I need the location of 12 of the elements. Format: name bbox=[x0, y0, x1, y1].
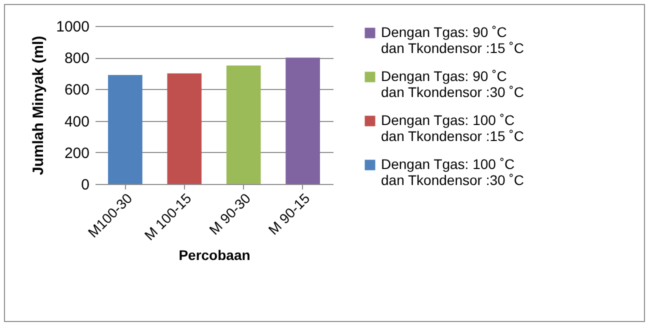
y-axis-title: Jumlah Minyak (ml) bbox=[30, 36, 48, 176]
legend-label: Dengan Tgas: 90 ˚C dan Tkondensor :15 ˚C bbox=[381, 24, 524, 56]
y-tick-label: 800 bbox=[64, 50, 90, 68]
y-tick-label: 1000 bbox=[56, 18, 90, 36]
legend-label: Dengan Tgas: 100 ˚C dan Tkondensor :15 ˚C bbox=[381, 112, 524, 144]
x-axis-title: Percobaan bbox=[178, 247, 250, 264]
y-tick-label: 0 bbox=[81, 176, 90, 194]
y-tick-label: 200 bbox=[64, 144, 90, 162]
y-tick-label: 600 bbox=[64, 82, 90, 99]
y-tick-label: 400 bbox=[64, 113, 90, 130]
legend-label: Dengan Tgas: 90 ˚C dan Tkondensor :30 ˚C bbox=[381, 68, 524, 100]
legend-label: Dengan Tgas: 100 ˚C dan Tkondensor :30 ˚C bbox=[381, 156, 524, 188]
